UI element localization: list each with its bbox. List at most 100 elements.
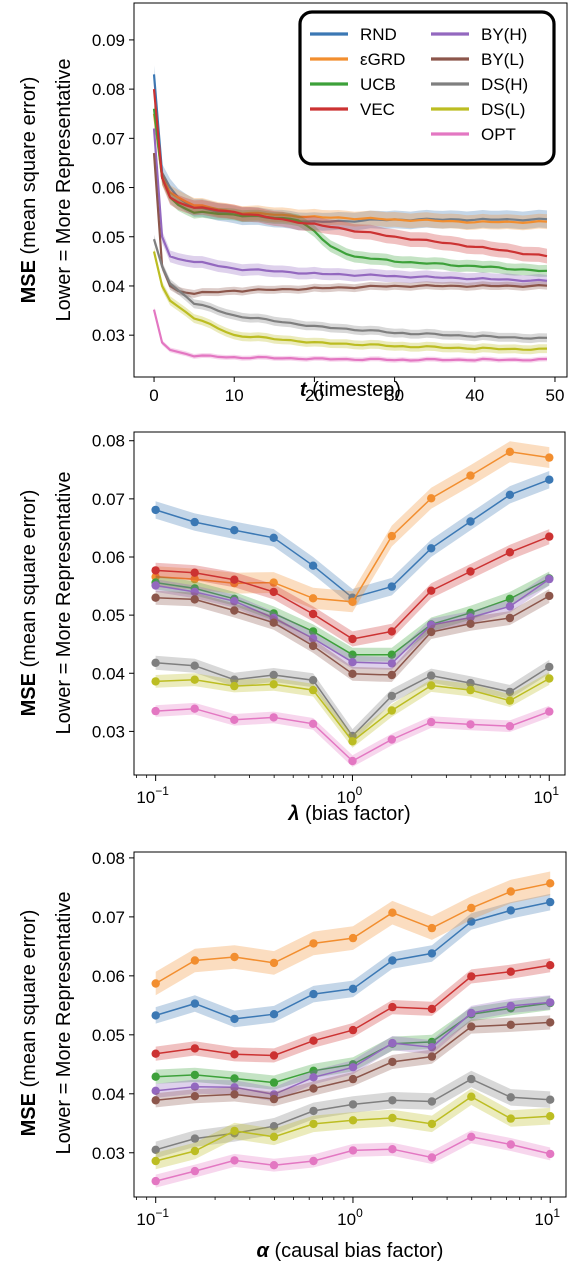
point-rnd-1	[190, 517, 199, 527]
y-tick-label: 0.06	[92, 548, 125, 567]
series-by-h	[152, 122, 548, 287]
point-vec-5	[348, 634, 357, 644]
point-ds-h-4	[309, 1106, 318, 1116]
y-tick-label: 0.03	[92, 722, 125, 741]
point-egrd-4	[308, 594, 318, 603]
point-by-h-4	[309, 1073, 318, 1082]
point-by-l-10	[546, 1018, 555, 1027]
point-by-l-9	[506, 1020, 515, 1029]
point-by-l-1	[190, 1092, 200, 1101]
series-opt	[151, 702, 554, 767]
point-ds-l-4	[308, 685, 318, 695]
point-ds-l-4	[309, 1119, 318, 1129]
point-by-h-7	[427, 620, 436, 630]
point-by-h-0	[151, 1086, 160, 1096]
point-ucb-2	[230, 1074, 239, 1083]
point-opt-4	[308, 719, 318, 728]
axes-frame	[133, 431, 566, 776]
y-tick-label: 0.09	[92, 31, 125, 50]
point-ds-l-10	[545, 674, 554, 683]
x-tick-label: 0	[149, 386, 158, 405]
point-vec-9	[506, 967, 515, 976]
point-ds-h-10	[545, 662, 554, 672]
series-ds-h	[151, 1070, 555, 1159]
point-by-l-4	[309, 1084, 318, 1093]
point-rnd-6	[387, 582, 396, 591]
point-egrd-9	[505, 447, 515, 456]
band-egrd	[155, 441, 550, 613]
point-vec-8	[467, 972, 476, 981]
point-rnd-6	[388, 956, 397, 965]
point-opt-7	[427, 1153, 437, 1162]
point-rnd-3	[269, 533, 278, 542]
point-by-l-7	[427, 627, 436, 637]
point-ds-l-2	[230, 681, 239, 691]
point-egrd-9	[506, 887, 515, 896]
legend-item-ds-l: DS(L)	[431, 100, 525, 119]
point-by-l-2	[230, 606, 239, 615]
x-tick-label: 100	[337, 1206, 363, 1229]
y-tick-label: 0.05	[92, 1026, 125, 1045]
point-vec-10	[545, 532, 554, 541]
point-egrd-4	[309, 939, 318, 948]
point-ds-h-9	[505, 687, 515, 697]
point-ds-h-8	[466, 678, 475, 688]
point-rnd-3	[269, 1010, 279, 1019]
legend-item-ds-h: DS(H)	[431, 75, 528, 94]
line-ds-l	[152, 251, 548, 351]
y-axis-label: MSE (mean square error)	[18, 910, 40, 1137]
line-opt	[152, 309, 548, 362]
x-tick-label: 10	[225, 386, 244, 405]
point-rnd-9	[506, 906, 515, 915]
band-by-l	[154, 149, 547, 298]
point-ds-l-0	[151, 1156, 160, 1166]
point-ds-h-1	[190, 1134, 200, 1143]
series-vec	[151, 529, 554, 647]
point-ds-h-7	[427, 1097, 437, 1106]
point-by-h-8	[467, 1008, 476, 1018]
band-rnd	[155, 471, 550, 607]
y-tick-label: 0.03	[92, 1144, 125, 1163]
point-by-l-5	[348, 669, 357, 678]
point-ds-l-5	[348, 737, 357, 746]
y-tick-label: 0.08	[92, 80, 125, 99]
point-ucb-4	[309, 1066, 318, 1076]
point-opt-8	[466, 720, 475, 729]
point-opt-3	[269, 713, 278, 722]
series-egrd	[151, 441, 554, 613]
point-ds-l-8	[467, 1092, 476, 1101]
band-ds-h	[154, 234, 547, 344]
point-opt-5	[348, 756, 357, 766]
band-ds-l	[155, 1088, 551, 1170]
point-by-l-3	[269, 1094, 279, 1104]
chart-1: 0.03 0.04 0.05 0.06 0.07 0.08 0.09 0 10 20 30 40 50 t…	[18, 2, 568, 405]
point-rnd-9	[505, 490, 515, 499]
point-opt-3	[269, 1161, 279, 1170]
series-opt	[151, 1130, 555, 1188]
point-by-h-5	[348, 658, 357, 667]
legend-label: BY(L)	[481, 50, 524, 69]
point-by-h-8	[466, 613, 475, 622]
point-vec-6	[388, 1002, 397, 1012]
point-opt-6	[387, 735, 396, 744]
point-rnd-1	[190, 999, 200, 1008]
legend-label: UCB	[360, 75, 396, 94]
series-rnd	[152, 65, 548, 231]
point-ds-h-1	[190, 661, 199, 670]
y-tick-label: 0.06	[92, 179, 125, 198]
point-opt-2	[230, 715, 239, 724]
point-ucb-3	[269, 1078, 279, 1087]
series-egrd	[151, 871, 555, 996]
point-by-l-7	[427, 1052, 437, 1061]
x-tick-label: 101	[533, 784, 559, 807]
point-by-l-0	[151, 593, 160, 602]
point-opt-9	[505, 722, 515, 731]
band-by-l	[155, 589, 550, 682]
point-rnd-0	[151, 1011, 160, 1020]
point-rnd-4	[309, 989, 318, 999]
point-ucb-5	[348, 650, 357, 659]
point-by-l-8	[467, 1022, 476, 1031]
x-axis-label: λ (bias factor)	[287, 803, 410, 825]
point-rnd-7	[427, 544, 436, 553]
